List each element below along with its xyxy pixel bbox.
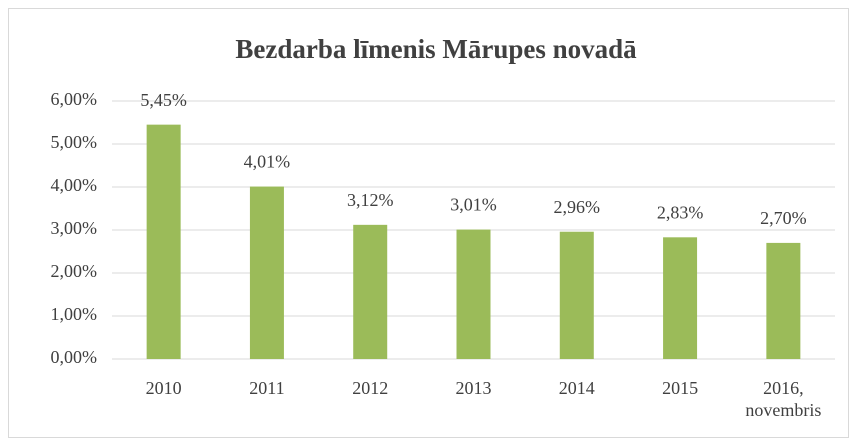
bar bbox=[559, 231, 594, 359]
x-tick-label: 2011 bbox=[249, 378, 285, 398]
data-label: 2,83% bbox=[657, 202, 704, 222]
x-tick-label: 2010 bbox=[145, 378, 182, 398]
bar bbox=[663, 237, 698, 359]
data-label: 2,70% bbox=[760, 208, 807, 228]
chart-border bbox=[8, 8, 849, 438]
bar bbox=[456, 229, 491, 359]
y-tick-label: 3,00% bbox=[51, 218, 98, 238]
data-label: 2,96% bbox=[554, 197, 601, 217]
bar bbox=[146, 124, 181, 360]
x-tick-label: 2015 bbox=[662, 378, 699, 398]
x-tick-label: 2013 bbox=[455, 378, 492, 398]
x-tick-label: 2012 bbox=[352, 378, 389, 398]
data-label: 4,01% bbox=[244, 152, 291, 172]
y-tick-label: 6,00% bbox=[51, 89, 98, 109]
bar bbox=[353, 224, 388, 359]
y-tick-label: 5,00% bbox=[51, 132, 98, 152]
bar bbox=[766, 242, 801, 359]
bar bbox=[249, 186, 284, 359]
data-label: 3,12% bbox=[347, 190, 394, 210]
y-tick-label: 1,00% bbox=[51, 304, 98, 324]
x-tick-label: 2016, novembris bbox=[745, 378, 822, 420]
data-label: 5,45% bbox=[140, 90, 187, 110]
chart-title: Bezdarba līmenis Mārupes novadā bbox=[235, 34, 637, 64]
y-tick-label: 2,00% bbox=[51, 261, 98, 281]
x-tick-label: 2014 bbox=[558, 378, 595, 398]
y-tick-label: 0,00% bbox=[51, 347, 98, 367]
y-tick-label: 4,00% bbox=[51, 175, 98, 195]
data-label: 3,01% bbox=[450, 195, 497, 215]
